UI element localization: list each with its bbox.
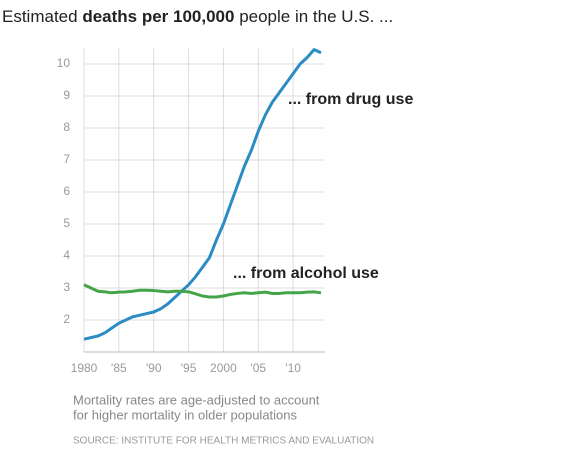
source: SOURCE: INSTITUTE FOR HEALTH METRICS AND…	[73, 436, 374, 447]
note: Mortality rates are age-adjusted to acco…	[73, 392, 320, 407]
title-part: people in the U.S. ...	[234, 7, 393, 26]
title-part: Estimated	[2, 7, 82, 26]
x-tick-label: 1980	[71, 361, 98, 375]
series-line	[83, 48, 322, 341]
y-tick-label: 3	[63, 280, 70, 294]
x-tick-label: '95	[181, 361, 197, 375]
y-tick-label: 4	[63, 248, 70, 262]
y-tick-label: 5	[63, 216, 70, 230]
y-tick-label: 2	[63, 312, 70, 326]
y-tick-label: 8	[63, 120, 70, 134]
y-tick-label: 7	[63, 152, 70, 166]
title-part: deaths per 100,000	[82, 7, 234, 26]
y-tick-label: 10	[57, 56, 71, 70]
series-label: ... from alcohol use	[233, 265, 379, 282]
y-tick-label: 6	[63, 184, 70, 198]
chart-title: Estimated deaths per 100,000 people in t…	[2, 7, 393, 26]
x-tick-label: '05	[250, 361, 266, 375]
x-tick-label: '90	[146, 361, 162, 375]
note: for higher mortality in older population…	[73, 407, 298, 422]
series-label: ... from drug use	[288, 91, 413, 108]
x-tick-label: '10	[285, 361, 301, 375]
series-line	[83, 283, 322, 299]
y-tick-label: 9	[63, 88, 70, 102]
x-tick-label: 2000	[210, 361, 237, 375]
x-tick-label: '85	[111, 361, 127, 375]
